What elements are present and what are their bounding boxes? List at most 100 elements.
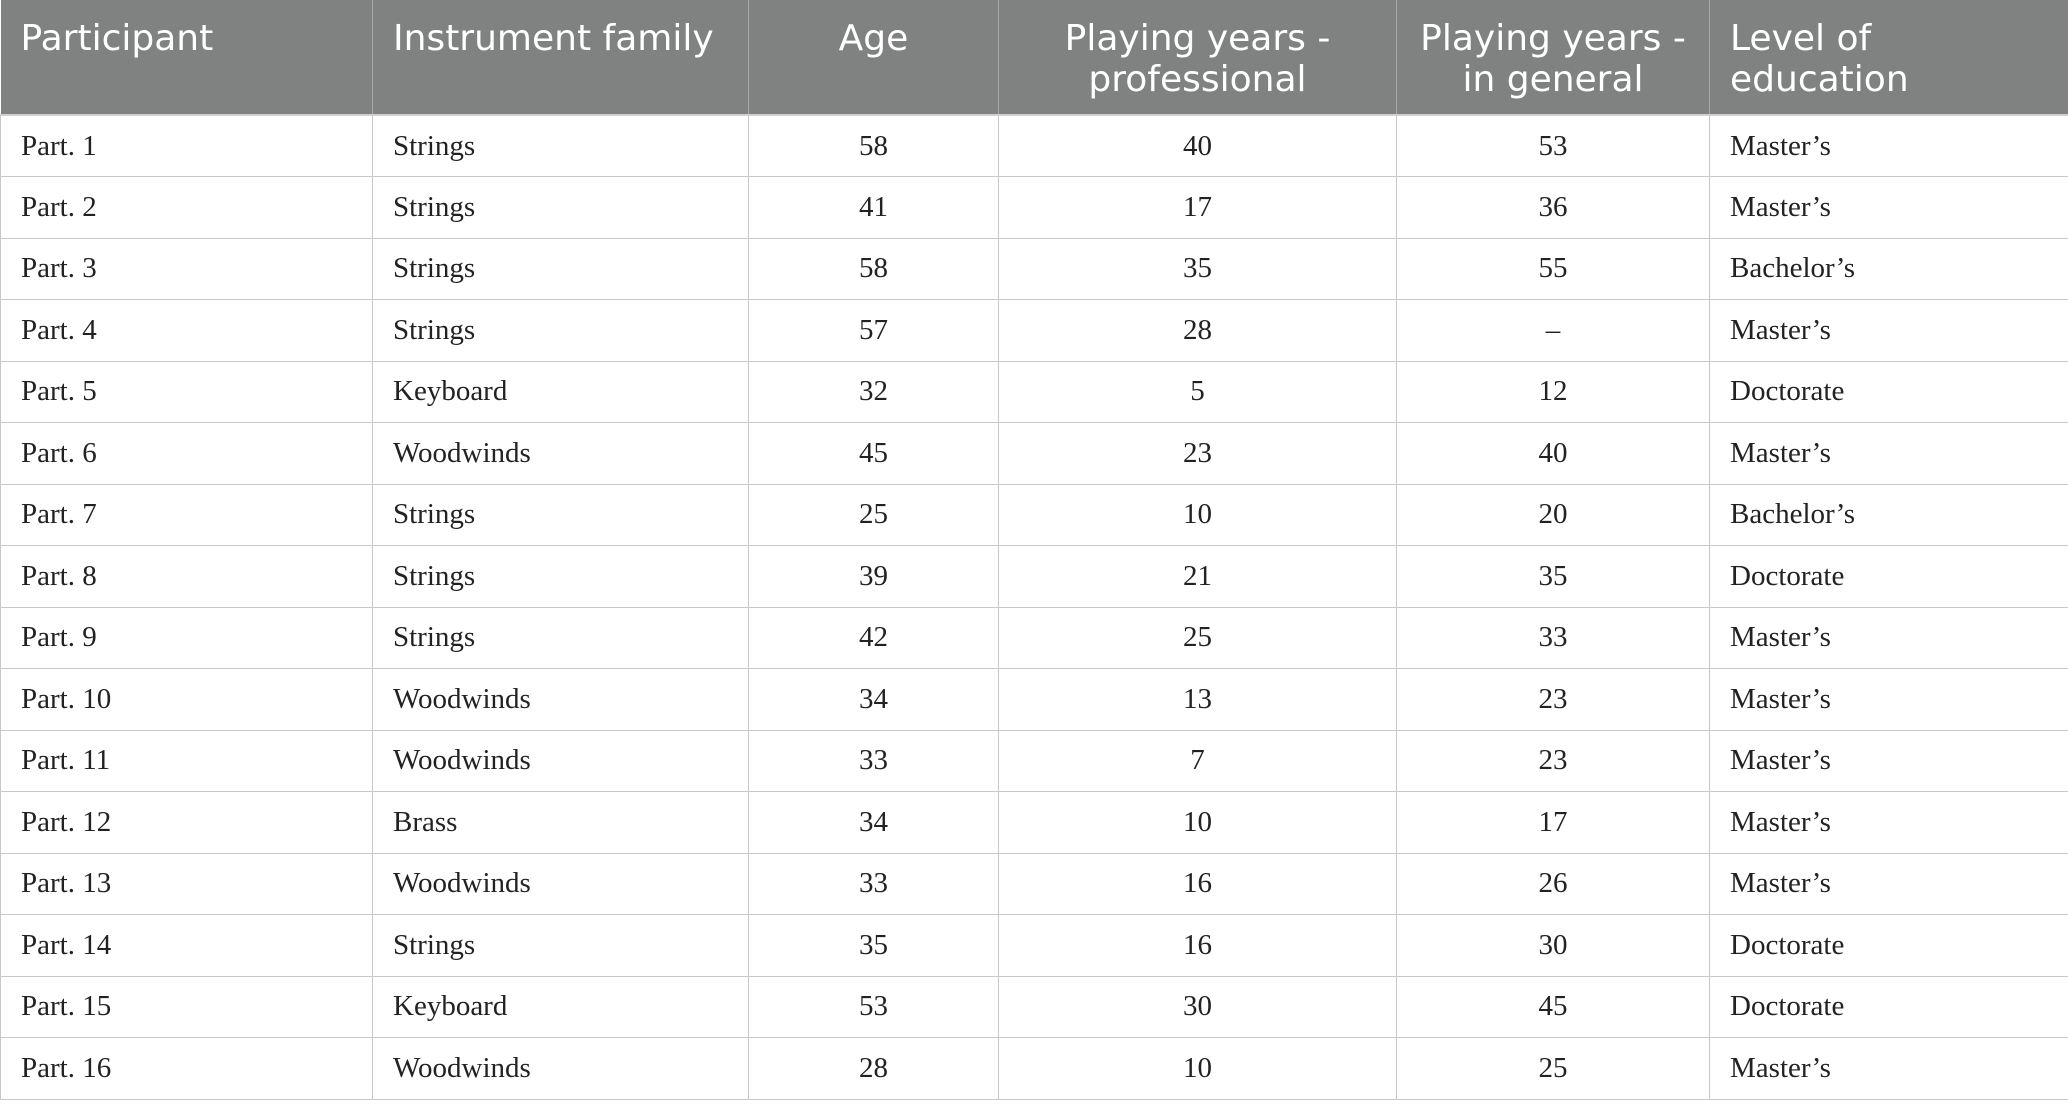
header-age: Age [748,0,999,116]
cell-playing-years-professional: 16 [998,914,1397,977]
cell-participant: Part. 12 [0,791,373,854]
cell-age: 53 [748,976,999,1038]
cell-playing-years-general: 35 [1396,545,1710,608]
cell-participant: Part. 3 [0,238,373,300]
cell-level-of-education: Bachelor’s [1709,484,2068,546]
cell-playing-years-general: 36 [1396,176,1710,239]
table-row: Part. 1 Strings 58 40 53 Master’s [0,115,2068,177]
cell-level-of-education: Doctorate [1709,545,2068,608]
cell-playing-years-general: 55 [1396,238,1710,300]
table-row: Part. 14 Strings 35 16 30 Doctorate [0,914,2068,977]
cell-age: 58 [748,238,999,300]
cell-level-of-education: Master’s [1709,115,2068,177]
cell-participant: Part. 16 [0,1037,373,1100]
cell-playing-years-general: 30 [1396,914,1710,977]
cell-age: 41 [748,176,999,239]
cell-playing-years-professional: 17 [998,176,1397,239]
header-instrument-family: Instrument family [372,0,749,116]
cell-playing-years-general: 53 [1396,115,1710,177]
cell-playing-years-professional: 16 [998,853,1397,915]
cell-participant: Part. 9 [0,607,373,669]
table-row: Part. 6 Woodwinds 45 23 40 Master’s [0,422,2068,485]
cell-playing-years-general: 26 [1396,853,1710,915]
cell-playing-years-professional: 23 [998,422,1397,485]
cell-instrument-family: Keyboard [372,361,749,423]
cell-playing-years-professional: 7 [998,730,1397,792]
cell-participant: Part. 11 [0,730,373,792]
cell-playing-years-professional: 13 [998,668,1397,731]
cell-age: 34 [748,791,999,854]
cell-instrument-family: Strings [372,545,749,608]
cell-playing-years-general: 20 [1396,484,1710,546]
cell-playing-years-general: 25 [1396,1037,1710,1100]
header-playing-years-general: Playing years - in general [1396,0,1710,116]
cell-participant: Part. 10 [0,668,373,731]
cell-level-of-education: Master’s [1709,299,2068,362]
cell-instrument-family: Woodwinds [372,668,749,731]
cell-instrument-family: Strings [372,484,749,546]
cell-age: 25 [748,484,999,546]
cell-playing-years-general: 12 [1396,361,1710,423]
cell-playing-years-professional: 21 [998,545,1397,608]
table-row: Part. 10 Woodwinds 34 13 23 Master’s [0,668,2068,731]
cell-playing-years-general: 45 [1396,976,1710,1038]
cell-age: 35 [748,914,999,977]
cell-participant: Part. 14 [0,914,373,977]
cell-playing-years-general: 40 [1396,422,1710,485]
table-row: Part. 3 Strings 58 35 55 Bachelor’s [0,238,2068,300]
table-row: Part. 15 Keyboard 53 30 45 Doctorate [0,976,2068,1038]
header-participant: Participant [0,0,373,116]
table-row: Part. 2 Strings 41 17 36 Master’s [0,176,2068,239]
cell-instrument-family: Brass [372,791,749,854]
cell-age: 39 [748,545,999,608]
cell-playing-years-professional: 25 [998,607,1397,669]
cell-playing-years-professional: 10 [998,791,1397,854]
cell-age: 45 [748,422,999,485]
cell-age: 58 [748,115,999,177]
cell-instrument-family: Woodwinds [372,853,749,915]
cell-instrument-family: Woodwinds [372,730,749,792]
cell-playing-years-general: 23 [1396,668,1710,731]
cell-level-of-education: Doctorate [1709,361,2068,423]
header-level-of-education: Level of education [1709,0,2068,116]
cell-participant: Part. 7 [0,484,373,546]
cell-participant: Part. 13 [0,853,373,915]
cell-age: 32 [748,361,999,423]
cell-playing-years-professional: 5 [998,361,1397,423]
cell-participant: Part. 15 [0,976,373,1038]
cell-participant: Part. 2 [0,176,373,239]
cell-playing-years-general: 23 [1396,730,1710,792]
cell-level-of-education: Master’s [1709,1037,2068,1100]
cell-playing-years-professional: 10 [998,1037,1397,1100]
cell-age: 28 [748,1037,999,1100]
table-row: Part. 13 Woodwinds 33 16 26 Master’s [0,853,2068,915]
cell-participant: Part. 4 [0,299,373,362]
cell-instrument-family: Woodwinds [372,422,749,485]
cell-participant: Part. 6 [0,422,373,485]
cell-level-of-education: Master’s [1709,853,2068,915]
header-row: Participant Instrument family Age Playin… [0,0,2068,116]
cell-level-of-education: Master’s [1709,176,2068,239]
table-row: Part. 4 Strings 57 28– Master’s [0,299,2068,362]
cell-level-of-education: Master’s [1709,607,2068,669]
cell-instrument-family: Strings [372,914,749,977]
cell-level-of-education: Doctorate [1709,976,2068,1038]
cell-instrument-family: Strings [372,115,749,177]
table-row: Part. 5 Keyboard 32 5 12 Doctorate [0,361,2068,423]
cell-participant: Part. 5 [0,361,373,423]
cell-instrument-family: Keyboard [372,976,749,1038]
cell-level-of-education: Master’s [1709,791,2068,854]
cell-participant: Part. 8 [0,545,373,608]
cell-playing-years-professional: 28 [998,299,1397,362]
table-row: Part. 8 Strings 39 21 35 Doctorate [0,545,2068,608]
cell-age: 42 [748,607,999,669]
cell-playing-years-professional: 10 [998,484,1397,546]
cell-level-of-education: Doctorate [1709,914,2068,977]
cell-instrument-family: Strings [372,238,749,300]
table-row: Part. 12 Brass 34 10 17 Master’s [0,791,2068,854]
cell-age: 34 [748,668,999,731]
cell-instrument-family: Strings [372,607,749,669]
table-row: Part. 9 Strings 42 25 33 Master’s [0,607,2068,669]
cell-instrument-family: Strings [372,299,749,362]
